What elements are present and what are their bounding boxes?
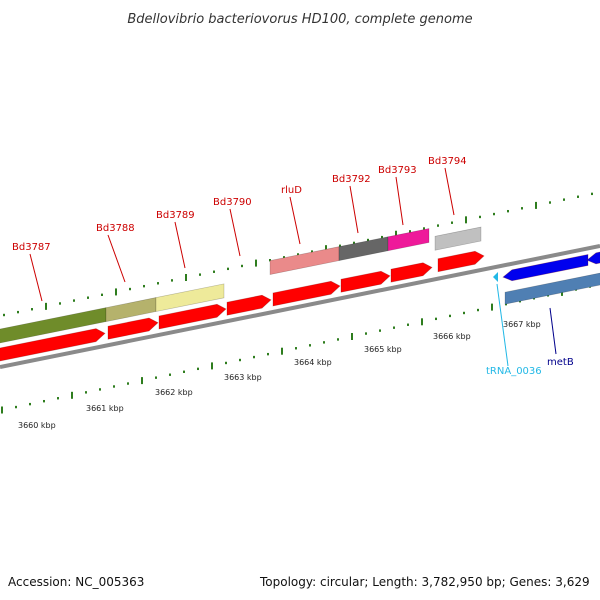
tick-label-3663: 3663 kbp bbox=[224, 373, 262, 382]
gene-leader-line-7 bbox=[444, 167, 455, 216]
gene-label-leaders bbox=[29, 167, 455, 302]
gene-label-bd3790[interactable]: Bd3790 bbox=[213, 197, 252, 208]
cog-block-rlud[interactable] bbox=[269, 246, 340, 275]
metb-leader-line bbox=[549, 307, 557, 355]
gene-arrow-bd3788[interactable] bbox=[107, 317, 159, 340]
tick-label-3662: 3662 kbp bbox=[155, 388, 193, 397]
gene-track bbox=[0, 250, 600, 362]
backbone-line bbox=[0, 244, 600, 369]
cog-block-metb[interactable] bbox=[504, 272, 600, 305]
tick-label-3667: 3667 kbp bbox=[503, 320, 541, 329]
gene-leader-line-3 bbox=[229, 208, 241, 257]
gene-arrow-metb[interactable] bbox=[502, 254, 589, 282]
gene-label-bd3792[interactable]: Bd3792 bbox=[332, 174, 371, 185]
gene-arrow-bd3790[interactable] bbox=[226, 294, 272, 316]
cog-block-bd3793[interactable] bbox=[387, 228, 430, 252]
gene-leader-line-4 bbox=[289, 196, 301, 245]
gene-label-bd3787[interactable]: Bd3787 bbox=[12, 242, 51, 253]
gene-leader-line-5 bbox=[349, 185, 359, 234]
tick-label-3665: 3665 kbp bbox=[364, 345, 402, 354]
gene-arrow-bd3787[interactable] bbox=[0, 328, 106, 362]
trna-leader-line bbox=[496, 283, 509, 367]
gene-label-bd3793[interactable]: Bd3793 bbox=[378, 165, 417, 176]
gene-label-bd3788[interactable]: Bd3788 bbox=[96, 223, 135, 234]
accession-text: Accession: NC_005363 bbox=[8, 575, 144, 589]
gene-leader-line-0 bbox=[29, 253, 43, 302]
gene-leader-line-2 bbox=[174, 221, 186, 269]
tick-labels: 3660 kbp 3661 kbp 3662 kbp 3663 kbp 3664… bbox=[18, 320, 541, 430]
gene-arrow-bd3793[interactable] bbox=[390, 262, 433, 283]
tick-label-3660: 3660 kbp bbox=[18, 421, 56, 430]
cog-block-bd3789[interactable] bbox=[155, 283, 225, 312]
cog-block-bd3794[interactable] bbox=[434, 226, 482, 251]
gene-arrow-rlud[interactable] bbox=[272, 280, 341, 307]
gene-labels: Bd3787 Bd3788 Bd3789 Bd3790 rluD Bd3792 … bbox=[12, 156, 467, 253]
tick-label-3666: 3666 kbp bbox=[433, 332, 471, 341]
metb-label[interactable]: metB bbox=[547, 357, 574, 368]
cog-category-track bbox=[0, 226, 600, 344]
gene-arrow-bd3792[interactable] bbox=[340, 270, 391, 293]
gene-label-rlud[interactable]: rluD bbox=[281, 185, 302, 196]
trna-marker-icon[interactable] bbox=[493, 272, 498, 282]
gene-arrow-bd3789[interactable] bbox=[158, 303, 227, 330]
gene-arrow-next[interactable] bbox=[586, 250, 600, 265]
gene-arrow-bd3794[interactable] bbox=[437, 250, 485, 273]
gene-leader-line-6 bbox=[395, 176, 404, 226]
trna-label[interactable]: tRNA_0036 bbox=[486, 366, 542, 377]
genome-summary-text: Topology: circular; Length: 3,782,950 bp… bbox=[259, 575, 590, 589]
gene-leader-line-1 bbox=[107, 234, 126, 283]
gene-label-bd3794[interactable]: Bd3794 bbox=[428, 156, 467, 167]
tick-label-3661: 3661 kbp bbox=[86, 404, 124, 413]
gene-label-bd3789[interactable]: Bd3789 bbox=[156, 210, 195, 221]
tick-label-3664: 3664 kbp bbox=[294, 358, 332, 367]
cog-block-bd3792[interactable] bbox=[338, 236, 389, 262]
map-title: Bdellovibrio bacteriovorus HD100, comple… bbox=[127, 12, 472, 27]
